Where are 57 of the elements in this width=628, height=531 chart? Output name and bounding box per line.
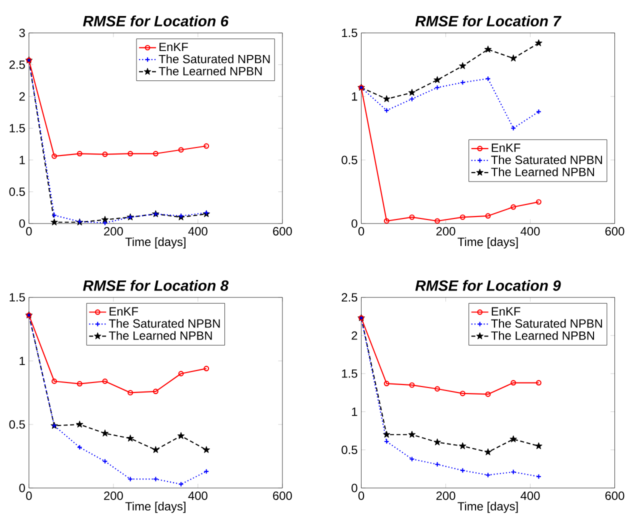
x-axis-title: Time [days] [125,237,186,249]
y-tick-label: 1.5 [10,124,25,132]
x-tick-label: 400 [188,492,208,500]
legend-label: The Saturated NPBN [108,319,220,328]
legend-label: EnKF [160,42,188,52]
x-tick-label: 200 [436,492,456,500]
x-tick-label: 0 [358,492,364,500]
chart-title: RMSE for Location 8 [83,280,229,291]
y-tick-label: 3 [19,28,25,38]
y-tick-label: 0.5 [342,156,358,164]
y-tick-label: 0 [19,484,25,492]
y-tick-label: 0 [19,219,25,228]
x-tick-label: 400 [520,227,540,236]
legend-label: The Learned NPBN [491,168,594,176]
x-tick-label: 600 [605,492,624,500]
legend-label: The Learned NPBN [491,331,594,340]
legend-label: The Saturated NPBN [491,155,602,164]
legend-label: The Saturated NPBN [158,54,270,64]
y-tick-label: 2 [19,92,25,101]
x-tick-label: 600 [273,227,292,236]
x-tick-label: 200 [436,227,456,236]
y-tick-label: 0.5 [9,420,25,429]
x-tick-label: 600 [605,227,624,236]
x-tick-label: 200 [104,227,123,236]
legend-label: EnKF [492,307,520,316]
x-tick-label: 0 [26,227,32,236]
x-tick-label: 200 [104,492,123,500]
x-tick-label: 0 [358,227,364,236]
y-tick-label: 1 [20,356,25,366]
y-tick-label: 1 [352,408,358,416]
x-tick-label: 400 [188,227,208,236]
x-tick-label: 600 [273,492,292,500]
y-tick-label: 1.5 [10,293,25,302]
y-tick-label: 0.5 [9,188,25,196]
y-tick-label: 2.5 [9,60,25,69]
y-tick-label: 1.5 [342,28,358,38]
y-tick-label: 0 [352,219,358,228]
y-tick-label: 2.5 [342,293,358,302]
legend-label: The Learned NPBN [158,66,262,76]
x-tick-label: 400 [520,492,540,500]
legend-label: The Saturated NPBN [491,319,602,328]
y-tick-label: 2 [352,331,358,340]
y-tick-label: 1 [20,156,25,164]
y-tick-label: 0 [352,484,358,492]
x-axis-title: Time [days] [458,502,518,513]
chart-title: RMSE for Location 6 [83,16,229,26]
legend-label: The Learned NPBN [108,331,212,340]
y-tick-label: 1 [352,92,358,101]
y-tick-label: 1.5 [342,370,358,378]
chart-title: RMSE for Location 7 [415,16,562,26]
legend-label: EnKF [492,144,520,152]
x-axis-title: Time [days] [458,237,518,249]
x-tick-label: 0 [26,492,32,500]
chart-title: RMSE for Location 9 [415,280,561,291]
y-tick-label: 0.5 [342,446,358,454]
x-axis-title: Time [days] [125,502,186,513]
legend-label: EnKF [110,307,138,316]
